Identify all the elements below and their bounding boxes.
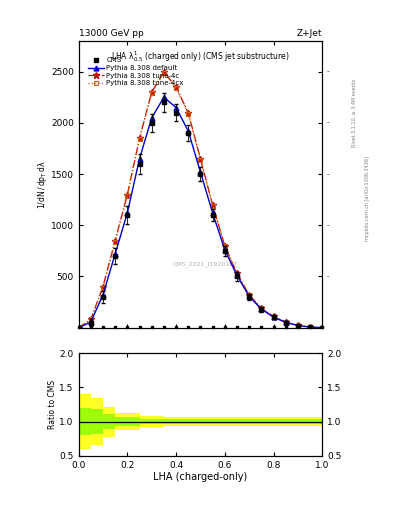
Text: mcplots.cern.ch [arXiv:1306.3436]: mcplots.cern.ch [arXiv:1306.3436]: [365, 156, 371, 241]
Legend: CMS, Pythia 8.308 default, Pythia 8.308 tune-4c, Pythia 8.308 tune-4cx: CMS, Pythia 8.308 default, Pythia 8.308 …: [86, 54, 187, 89]
Text: Rivet 3.1.10, ≥ 3.4M events: Rivet 3.1.10, ≥ 3.4M events: [352, 78, 357, 147]
Text: CMS_2021_I1920187: CMS_2021_I1920187: [173, 262, 238, 267]
Y-axis label: Ratio to CMS: Ratio to CMS: [48, 380, 57, 429]
X-axis label: LHA (charged-only): LHA (charged-only): [153, 472, 248, 482]
Text: Z+Jet: Z+Jet: [297, 29, 322, 38]
Text: 13000 GeV pp: 13000 GeV pp: [79, 29, 143, 38]
Y-axis label: $\mathrm{1}/\mathrm{d}N\,/\,\mathrm{d}p_T\,\mathrm{d}\lambda$: $\mathrm{1}/\mathrm{d}N\,/\,\mathrm{d}p_…: [36, 160, 50, 209]
Text: LHA $\lambda^1_{0.5}$ (charged only) (CMS jet substructure): LHA $\lambda^1_{0.5}$ (charged only) (CM…: [111, 50, 290, 65]
